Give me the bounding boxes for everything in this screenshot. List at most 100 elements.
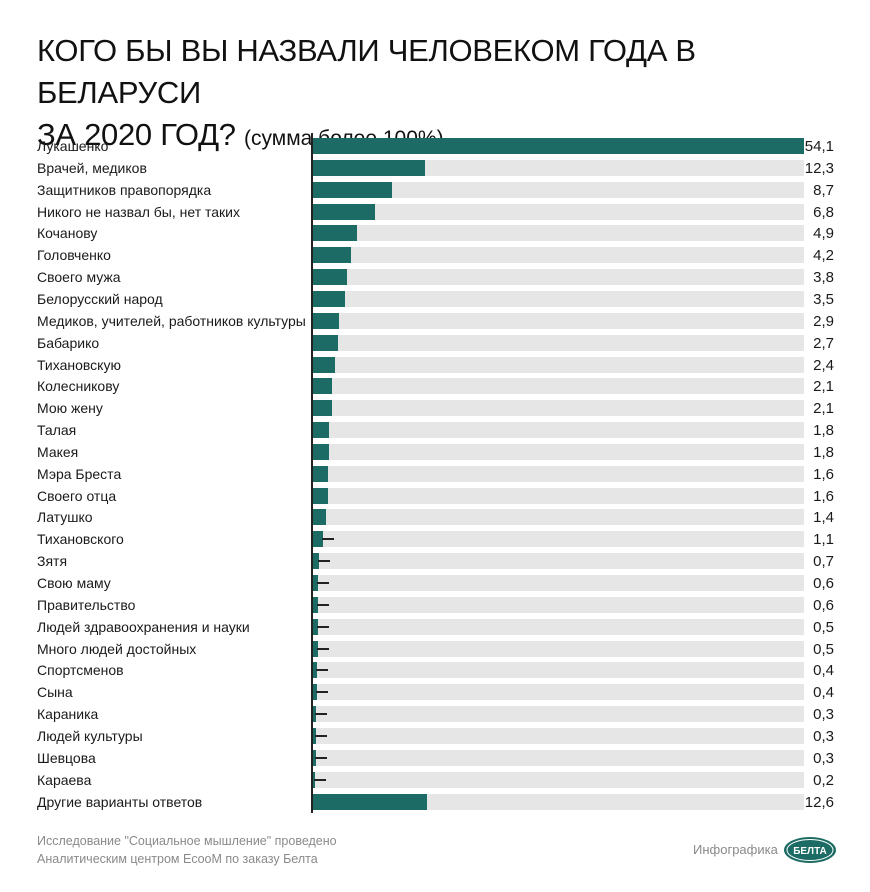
value-label: 8,7 [813,181,834,199]
bar-track [313,159,804,176]
category-label: Талая [37,422,77,439]
chart-title-line1: КОГО БЫ ВЫ НАЗВАЛИ ЧЕЛОВЕКОМ ГОДА В БЕЛА… [37,33,696,110]
bar [313,422,330,439]
value-label: 0,6 [813,575,834,592]
bar [313,443,330,460]
bar-track [313,553,804,570]
category-label: Зятя [37,553,68,570]
category-label: Тихановского [37,531,124,548]
bar-row: Кочанову 4,9 [0,222,870,244]
bar [313,312,340,329]
axis-tick [314,756,327,759]
bar [313,531,323,548]
value-label: 2,1 [813,400,834,418]
bar-row: Другие варианты ответов 12,6 [0,791,870,813]
bar-track [313,290,804,307]
value-label: 0,3 [813,706,834,724]
chart-title: КОГО БЫ ВЫ НАЗВАЛИ ЧЕЛОВЕКОМ ГОДА В БЕЛА… [37,30,837,160]
bar-row: Зятя 0,7 [0,550,870,572]
bar-row: Свою маму 0,6 [0,572,870,594]
category-label: Лукашенко [37,138,109,154]
category-label: Караника [37,706,99,723]
category-label: Белорусский народ [37,290,163,307]
bar [313,509,326,526]
value-label: 12,3 [804,159,834,177]
bar-row: Мою жену 2,1 [0,397,870,419]
value-label: 0,7 [813,553,834,571]
svg-text:БЕЛТА: БЕЛТА [793,846,827,857]
bar-track [313,618,804,635]
bar [313,400,333,417]
bar-row: Латушко 1,4 [0,506,870,528]
bar [313,181,392,198]
source-note: Исследование "Социальное мышление" прове… [37,832,457,868]
bar-track [313,509,804,526]
bar-row: Мэра Бреста 1,6 [0,463,870,485]
category-label: Бабарико [37,334,100,351]
bar-track [313,181,804,198]
bar-track [313,531,804,548]
value-label: 0,4 [813,662,834,680]
bar-row: Своего отца 1,6 [0,485,870,507]
bar [313,487,328,504]
value-label: 3,5 [813,290,834,308]
bar-row: Сына 0,4 [0,681,870,703]
bar-row: Тихановскую 2,4 [0,354,870,376]
value-label: 3,8 [813,269,834,287]
category-label: Головченко [37,247,111,264]
bar [313,749,316,766]
bar-track [313,422,804,439]
bar [313,793,428,810]
category-label: Правительство [37,596,136,613]
bar [313,727,316,744]
bar [313,203,375,220]
value-label: 1,4 [813,509,834,527]
bar [313,465,328,482]
category-label: Своего мужа [37,269,121,286]
bar-row: Никого не назвал бы, нет таких 6,8 [0,201,870,223]
bar-row: Врачей, медиков 12,3 [0,157,870,179]
bar [313,684,317,701]
value-label: 0,2 [813,771,834,789]
value-label: 0,3 [813,749,834,767]
value-label: 2,7 [813,334,834,352]
value-label: 1,8 [813,443,834,461]
axis-tick [317,582,330,584]
bar-track [313,596,804,613]
value-label: 1,6 [813,487,834,505]
bar-track [313,225,804,242]
bar-row: Белорусский народ 3,5 [0,288,870,310]
value-label: 0,5 [813,618,834,636]
bar-row: Медиков, учителей, работников культуры 2,… [0,310,870,332]
category-label: Защитников правопорядка [37,181,212,198]
category-label: Колесникову [37,378,120,395]
category-label: Латушко [37,509,93,526]
value-label: 0,6 [813,596,834,614]
bar [313,640,318,657]
bar-track [313,269,804,286]
category-label: Медиков, учителей, работников культуры [37,312,306,329]
bar-track [313,443,804,460]
bar-track [313,793,804,810]
category-label: Людей здравоохранения и науки [37,618,250,635]
bar [313,378,333,395]
bar [313,269,348,286]
category-label: Никого не назвал бы, нет таких [37,203,240,220]
category-label: Своего отца [37,487,117,504]
bar-row: Шевцова 0,3 [0,747,870,769]
bar-row: Талая 1,8 [0,419,870,441]
bar-track [313,771,804,788]
value-label: 2,9 [813,312,834,330]
axis-tick [316,647,329,650]
bar-row: Караника 0,3 [0,703,870,725]
value-label: 1,1 [813,531,834,549]
bar-track [313,247,804,264]
bar [313,138,804,154]
category-label: Сына [37,684,73,701]
bar-track [313,312,804,329]
axis-tick [316,625,329,628]
bar-row: Своего мужа 3,8 [0,266,870,288]
bar-track [313,465,804,482]
category-label: Спортсменов [37,662,124,679]
